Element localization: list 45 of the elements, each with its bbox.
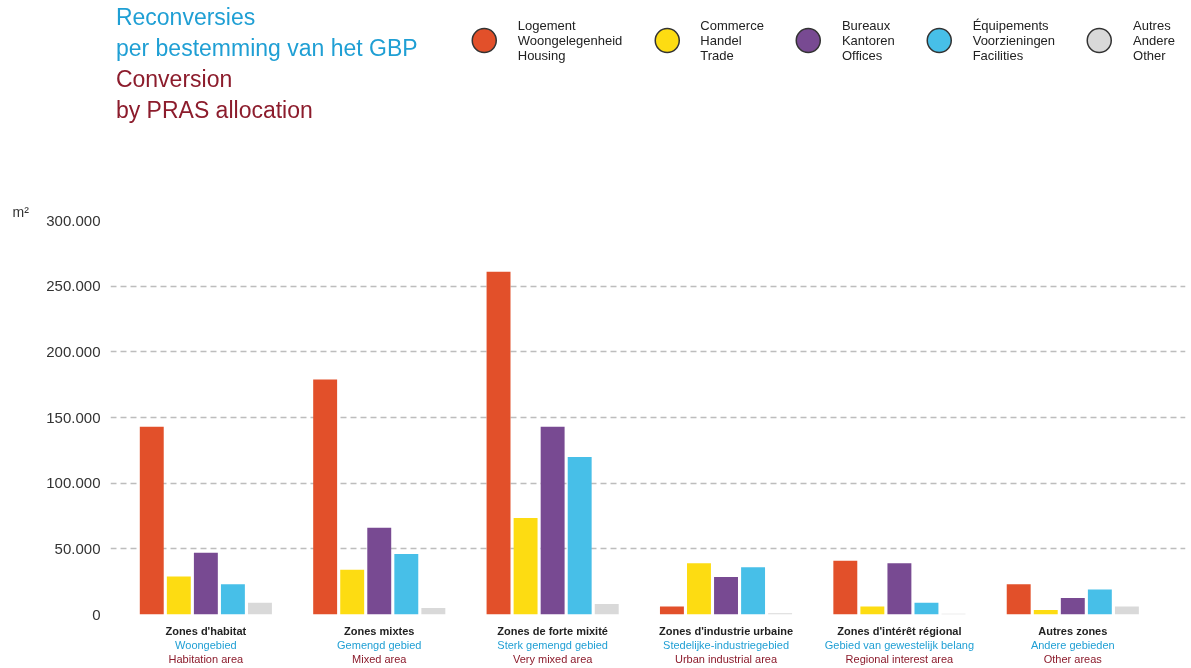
legend-label: Commerce Handel Trade (700, 17, 764, 63)
bar (887, 563, 912, 615)
y-tick-label: 150.000 (46, 408, 101, 426)
y-tick-label: 50.000 (54, 539, 101, 557)
legend-label: Autres Andere Other (1133, 17, 1175, 63)
bar (486, 271, 511, 615)
y-tick-label: 300.000 (46, 211, 101, 229)
bar (1006, 584, 1031, 615)
bar (714, 577, 738, 615)
bar (741, 567, 766, 615)
y-tick-label: 100.000 (46, 474, 101, 492)
bar (394, 554, 419, 615)
bar (193, 552, 218, 615)
bar (139, 426, 164, 615)
y-tick-label: 0 (92, 605, 101, 623)
bar (166, 576, 191, 615)
bar (540, 426, 565, 615)
x-tick-label: Zones d'intérêt régional Gebied van gewestelijk belang Regional interest area (824, 624, 975, 665)
x-tick-label: Zones mixtes Gemengd gebied Mixed area (337, 624, 422, 665)
y-axis-title: m² (12, 203, 30, 220)
x-tick-label: Zones d'industrie urbaine Stedelijke-industriegebied Urban industrial area (659, 624, 794, 665)
legend-label: Équipements Voorzieningen Facilities (972, 17, 1056, 63)
legend-label: Logement Woongelegenheid Housing (517, 17, 623, 63)
bar (313, 379, 338, 615)
x-tick-label: Autres zones Andere gebieden Other areas (1030, 624, 1115, 665)
bar (248, 602, 272, 615)
bar (833, 560, 858, 615)
legend-label: Bureaux Kantoren Offices (841, 17, 895, 63)
bar (914, 602, 939, 615)
y-tick-label: 200.000 (46, 342, 101, 360)
bar (1087, 589, 1112, 615)
bar (687, 563, 711, 615)
bar (340, 569, 365, 615)
bar (367, 527, 392, 615)
bar (220, 584, 245, 615)
bar (1060, 598, 1085, 615)
bar (421, 607, 446, 615)
chart-title: Reconversies per bestemming van het GBP (115, 3, 418, 61)
bar (594, 603, 619, 615)
x-tick-label: Zones d'habitat Woongebied Habitation area (165, 624, 247, 665)
chart-subtitle: Conversion by PRAS allocation (115, 65, 313, 123)
bar (513, 517, 538, 615)
y-tick-label: 250.000 (46, 277, 101, 295)
x-tick-label: Zones de forte mixité Sterk gemengd gebied Very mixed area (497, 624, 608, 665)
bar (567, 456, 592, 615)
